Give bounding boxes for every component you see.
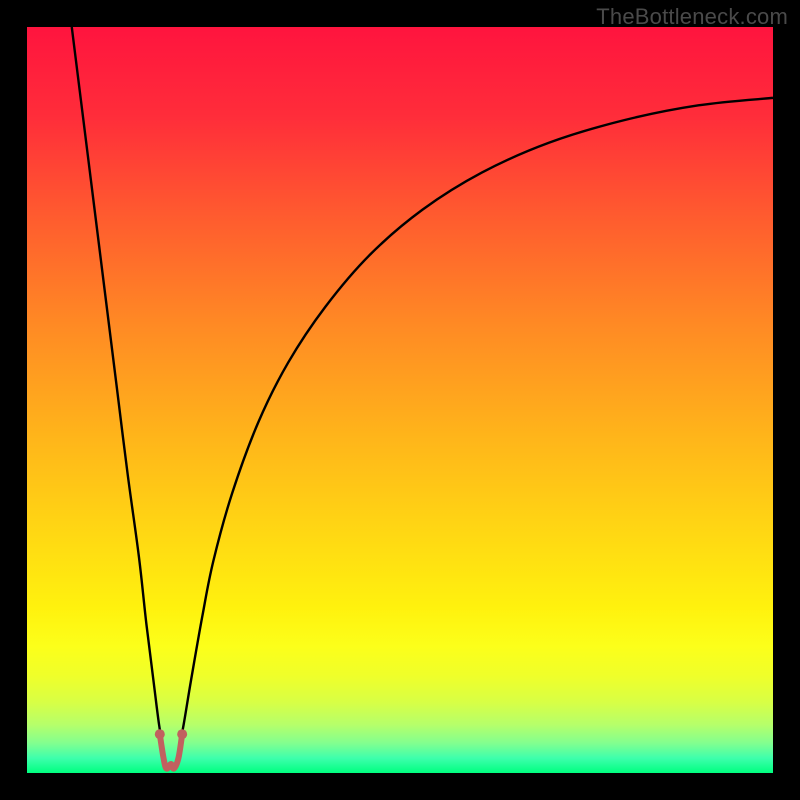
gradient-background xyxy=(27,27,773,773)
chart-frame: TheBottleneck.com xyxy=(0,0,800,800)
notch-marker xyxy=(155,729,165,739)
watermark-text: TheBottleneck.com xyxy=(596,4,788,30)
notch-marker xyxy=(177,729,187,739)
bottleneck-curve-svg xyxy=(27,27,773,773)
plot-area xyxy=(27,27,773,773)
